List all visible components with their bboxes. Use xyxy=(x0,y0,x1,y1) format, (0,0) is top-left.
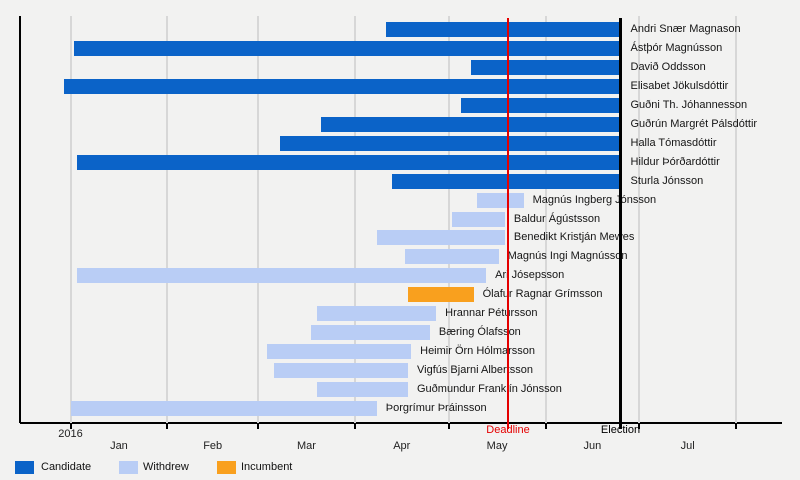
person-label: Guðni Th. Jóhannesson xyxy=(630,98,748,111)
legend-label-withdrew: Withdrew xyxy=(143,461,189,473)
person-label: Guðrún Margrét Pálsdóttir xyxy=(630,117,758,130)
month-gridline xyxy=(353,16,356,423)
legend-label-incumbent: Incumbent xyxy=(241,461,293,473)
month-label: Feb xyxy=(203,440,223,452)
timeline-bar-withdrew xyxy=(317,382,408,398)
x-axis-line xyxy=(20,422,782,424)
person-label: Andri Snær Magnason xyxy=(630,23,741,35)
x-axis-tick xyxy=(735,423,738,429)
person-label: Bæring Ólafsson xyxy=(438,326,521,339)
person-label: Vigfús Bjarni Albertsson xyxy=(417,364,533,377)
timeline-bar-withdrew xyxy=(70,401,377,416)
person-label: Þorgrímur Þráinsson xyxy=(385,402,487,414)
month-gridline xyxy=(638,16,641,423)
person-label: Heimir Örn Hólmarsson xyxy=(420,345,536,358)
legend-label-candidate: Candidate xyxy=(41,461,92,473)
timeline-bar-withdrew xyxy=(317,306,437,322)
person-label: Halla Tómasdóttir xyxy=(630,136,717,149)
timeline-bar-candidate xyxy=(73,40,621,56)
month-gridline xyxy=(257,16,259,423)
election-line xyxy=(619,18,622,429)
month-label: May xyxy=(486,440,508,452)
person-label: Guðmundur Franklín Jónsson xyxy=(417,383,562,396)
timeline-bar-withdrew xyxy=(376,230,505,246)
timeline-bar-withdrew xyxy=(311,325,430,341)
timeline-bar-withdrew xyxy=(273,363,408,379)
person-label: Magnús Ingberg Jónsson xyxy=(532,193,657,206)
person-label: Baldur Ágústsson xyxy=(513,212,601,225)
x-axis-tick xyxy=(447,423,450,429)
person-label: Ólafur Ragnar Grímsson xyxy=(482,288,603,301)
person-label: Magnús Ingi Magnússon xyxy=(507,250,628,263)
person-label: Hrannar Pétursson xyxy=(445,307,538,320)
timeline-bar-candidate xyxy=(461,97,621,113)
month-gridline xyxy=(69,16,72,423)
timeline-bar-withdrew xyxy=(404,249,499,265)
x-axis-year-label: 2016 xyxy=(58,428,83,440)
month-label: Jan xyxy=(110,440,128,452)
month-gridline xyxy=(544,16,547,423)
timeline-bar-candidate xyxy=(392,173,621,189)
legend-swatch-incumbent xyxy=(217,461,236,474)
timeline-bar-incumbent xyxy=(408,287,474,303)
timeline-bar-candidate xyxy=(320,116,621,132)
timeline-bar-withdrew xyxy=(267,344,412,360)
timeline-bar-withdrew xyxy=(476,192,524,208)
x-axis-tick xyxy=(166,423,169,429)
timeline-bar-candidate xyxy=(64,78,621,94)
timeline-bar-candidate xyxy=(76,154,621,170)
x-axis-tick xyxy=(257,423,259,429)
month-label: Jun xyxy=(583,440,602,452)
person-label: Benedikt Kristján Mewes xyxy=(513,231,635,244)
timeline-bar-candidate xyxy=(279,135,621,151)
election-label: Election xyxy=(600,424,641,436)
deadline-line xyxy=(506,18,510,429)
month-label: Jul xyxy=(680,440,695,452)
legend-swatch-withdrew xyxy=(119,461,138,474)
month-gridline xyxy=(447,16,450,423)
timeline-bar-withdrew xyxy=(451,211,505,227)
x-axis-tick xyxy=(69,423,72,429)
person-label: Hildur Þórðardóttir xyxy=(630,155,720,168)
timeline-bar-withdrew xyxy=(76,268,487,284)
timeline-bar-candidate xyxy=(470,59,621,75)
month-gridline xyxy=(166,16,169,423)
x-axis-tick xyxy=(353,423,356,429)
month-label: Mar xyxy=(296,440,316,452)
person-label: Davið Oddsson xyxy=(630,60,706,73)
month-gridline xyxy=(735,16,738,423)
y-axis-spine xyxy=(19,16,21,423)
legend-swatch-candidate xyxy=(15,461,34,474)
x-axis-tick xyxy=(544,423,547,429)
person-label: Sturla Jónsson xyxy=(630,174,704,187)
timeline-bar-candidate xyxy=(386,22,621,37)
deadline-label: Deadline xyxy=(486,424,530,436)
person-label: Ari Jósepsson xyxy=(495,269,565,282)
month-label: Apr xyxy=(393,440,411,452)
x-axis-tick xyxy=(638,423,641,429)
person-label: Elisabet Jökulsdóttir xyxy=(630,79,729,92)
person-label: Ástþór Magnússon xyxy=(630,41,723,54)
